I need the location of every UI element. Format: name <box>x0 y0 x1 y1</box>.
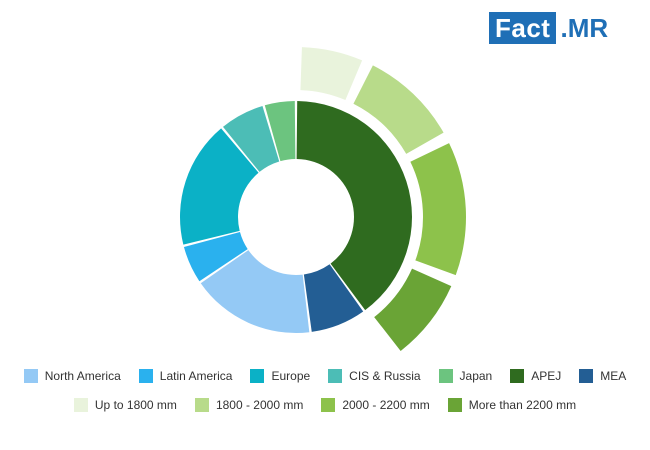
legend-item-japan: Japan <box>438 369 493 383</box>
slice-up-to-1800-mm <box>300 47 363 100</box>
legend-label: Japan <box>459 369 493 383</box>
legend-item-cis-russia: CIS & Russia <box>328 369 421 383</box>
donut-chart <box>180 47 466 351</box>
legend-item-1800-2000-mm: 1800 - 2000 mm <box>194 398 304 412</box>
legend-regions: North America Latin America Europe CIS & Ru… <box>0 369 650 383</box>
factmr-logo: Fact .MR <box>489 12 608 44</box>
legend-swatch <box>73 398 88 412</box>
legend-label: CIS & Russia <box>349 369 421 383</box>
legend-item-more-than-2200-mm: More than 2200 mm <box>447 398 577 412</box>
legend-item-apej: APEJ <box>510 369 561 383</box>
legend-label: 2000 - 2200 mm <box>342 398 430 412</box>
legend-label: Latin America <box>159 369 233 383</box>
legend-item-up-to-1800-mm: Up to 1800 mm <box>73 398 177 412</box>
legend-swatch <box>438 369 453 383</box>
legend-item-2000-2200-mm: 2000 - 2200 mm <box>321 398 430 412</box>
slice-europe <box>180 128 259 245</box>
slice-latin-america <box>183 232 248 282</box>
legend-swatch <box>23 369 38 383</box>
legend-swatch <box>250 369 265 383</box>
legend-label: North America <box>44 369 121 383</box>
legend-label: APEJ <box>531 369 562 383</box>
legend-label: More than 2200 mm <box>468 398 577 412</box>
logo-mr-text: .MR <box>560 12 609 43</box>
legend-label: Europe <box>271 369 311 383</box>
legend-swatch <box>194 398 209 412</box>
slice-1800-2000-mm <box>353 65 444 154</box>
legend-item-mea: MEA <box>579 369 626 383</box>
outer-ring <box>300 47 466 351</box>
legend-swatch <box>321 398 336 412</box>
legend-label: 1800 - 2000 mm <box>215 398 304 412</box>
legend-swatch <box>138 369 153 383</box>
slice-cis-russia <box>222 105 280 172</box>
slice-more-than-2200-mm <box>374 268 452 351</box>
legend-label: MEA <box>600 369 627 383</box>
legend-item-latin-america: Latin America <box>138 369 233 383</box>
legend-sizes: Up to 1800 mm 1800 - 2000 mm 2000 - 2200 m… <box>0 398 650 412</box>
slice-apej <box>296 101 412 311</box>
slice-2000-2200-mm <box>410 143 466 276</box>
inner-ring <box>180 101 412 333</box>
legend-swatch <box>447 398 462 412</box>
slice-japan <box>264 101 296 162</box>
logo-fact-text: Fact <box>489 12 557 44</box>
slice-north-america <box>200 250 310 333</box>
legend-item-north-america: North America <box>23 369 121 383</box>
legend-swatch <box>579 369 594 383</box>
slice-mea <box>303 264 364 332</box>
legend-label: Up to 1800 mm <box>94 398 177 412</box>
legend-swatch <box>510 369 525 383</box>
legend-swatch <box>328 369 343 383</box>
legend-item-europe: Europe <box>250 369 310 383</box>
